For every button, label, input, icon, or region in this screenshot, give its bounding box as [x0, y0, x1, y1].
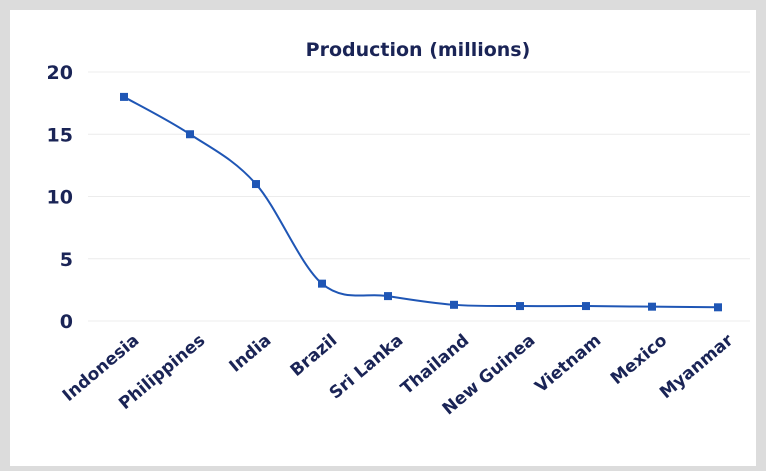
series-line: [123, 96, 719, 309]
data-point: [186, 130, 194, 139]
chart-frame: Production (millions) 0 5 10 15 20 Indonesia…: [10, 10, 756, 466]
x-tick-label: Brazil: [287, 331, 342, 381]
data-point: [384, 292, 392, 301]
x-tick-label: Myanmar: [656, 330, 738, 403]
data-point: [252, 180, 260, 189]
data-point: [648, 302, 656, 311]
data-point: [318, 279, 326, 288]
grid-lines: [88, 71, 750, 322]
y-tick-label: 20: [47, 62, 73, 84]
data-point: [714, 303, 722, 312]
x-tick-label: Vietnam: [531, 331, 605, 398]
data-point: [582, 302, 590, 311]
data-point: [450, 300, 458, 309]
data-points: [120, 92, 722, 312]
data-point: [120, 92, 128, 101]
y-tick-label: 0: [60, 311, 73, 333]
data-point: [516, 302, 524, 311]
x-tick-label: Sri Lanka: [326, 331, 407, 404]
series-line-layer: [123, 96, 719, 309]
chart-title: Production (millions): [306, 39, 531, 61]
y-axis-ticks: 0 5 10 15 20: [47, 62, 73, 333]
y-tick-label: 15: [47, 124, 73, 146]
x-tick-label: Mexico: [607, 331, 671, 389]
y-tick-label: 10: [47, 187, 73, 209]
x-tick-label: India: [226, 331, 276, 377]
y-tick-label: 5: [60, 249, 73, 271]
line-chart: Production (millions) 0 5 10 15 20 Indonesia…: [47, 39, 750, 419]
